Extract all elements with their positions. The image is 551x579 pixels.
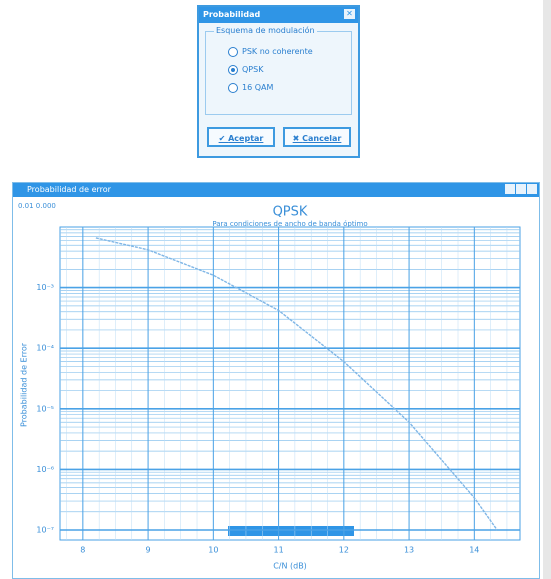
cancel-label: Cancelar [302,134,342,143]
y-tick-label: 10⁻⁶ [36,465,54,474]
radio-button[interactable] [228,46,238,57]
x-tick-label: 11 [273,546,283,555]
chart-subtitle: Para condiciones de ancho de banda óptim… [212,220,367,228]
status-text: 0.01 0.000 [18,202,56,210]
x-tick-label: 10 [208,546,218,555]
chart-window: Probabilidad de error [12,182,540,579]
option-label: 16 QAM [242,83,274,92]
radio-option[interactable]: QPSK [228,64,263,76]
data-line [95,237,498,531]
radio-option[interactable]: 16 QAM [228,82,273,94]
option-label: PSK no coherente [242,47,313,56]
option-label: QPSK [242,65,264,74]
dialog-title-bar: Probabilidad ✕ [199,7,358,23]
chart-title: QPSK [273,205,308,220]
y-tick-label: 10⁻⁴ [36,344,54,353]
dialog: Probabilidad ✕ Esquema de modulación PSK … [197,5,360,158]
x-axis-label: C/N (dB) [273,562,307,571]
radio-option[interactable]: PSK no coherente [228,46,313,58]
y-axis-label: Probabilidad de Error [20,342,29,427]
y-tick-label: 10⁻³ [36,283,54,292]
group-label: Esquema de modulación [214,26,317,35]
ok-label: Aceptar [228,134,264,143]
x-tick-label: 13 [404,546,414,555]
window-title: Probabilidad de error [27,185,111,194]
x-tick-label: 8 [80,546,85,555]
x-tick-label: 12 [339,546,349,555]
dialog-title: Probabilidad [203,10,261,19]
ok-button[interactable]: ✔ Aceptar [207,127,275,147]
window-title-bar: Probabilidad de error [13,183,539,197]
background-stripe [543,0,551,579]
cancel-button[interactable]: ✖ Cancelar [283,127,351,147]
y-tick-label: 10⁻⁵ [36,404,54,413]
scroll-thumb[interactable] [228,526,354,536]
option-group: Esquema de modulación PSK no coherente QP… [205,26,352,115]
x-tick-label: 9 [146,546,151,555]
radio-button[interactable] [228,82,238,93]
plot-area [59,226,521,541]
y-tick-label: 10⁻⁷ [36,526,54,535]
close-button[interactable]: ✕ [344,9,355,19]
radio-button[interactable] [228,64,238,75]
x-tick-label: 14 [469,546,479,555]
window-buttons[interactable] [504,184,537,199]
